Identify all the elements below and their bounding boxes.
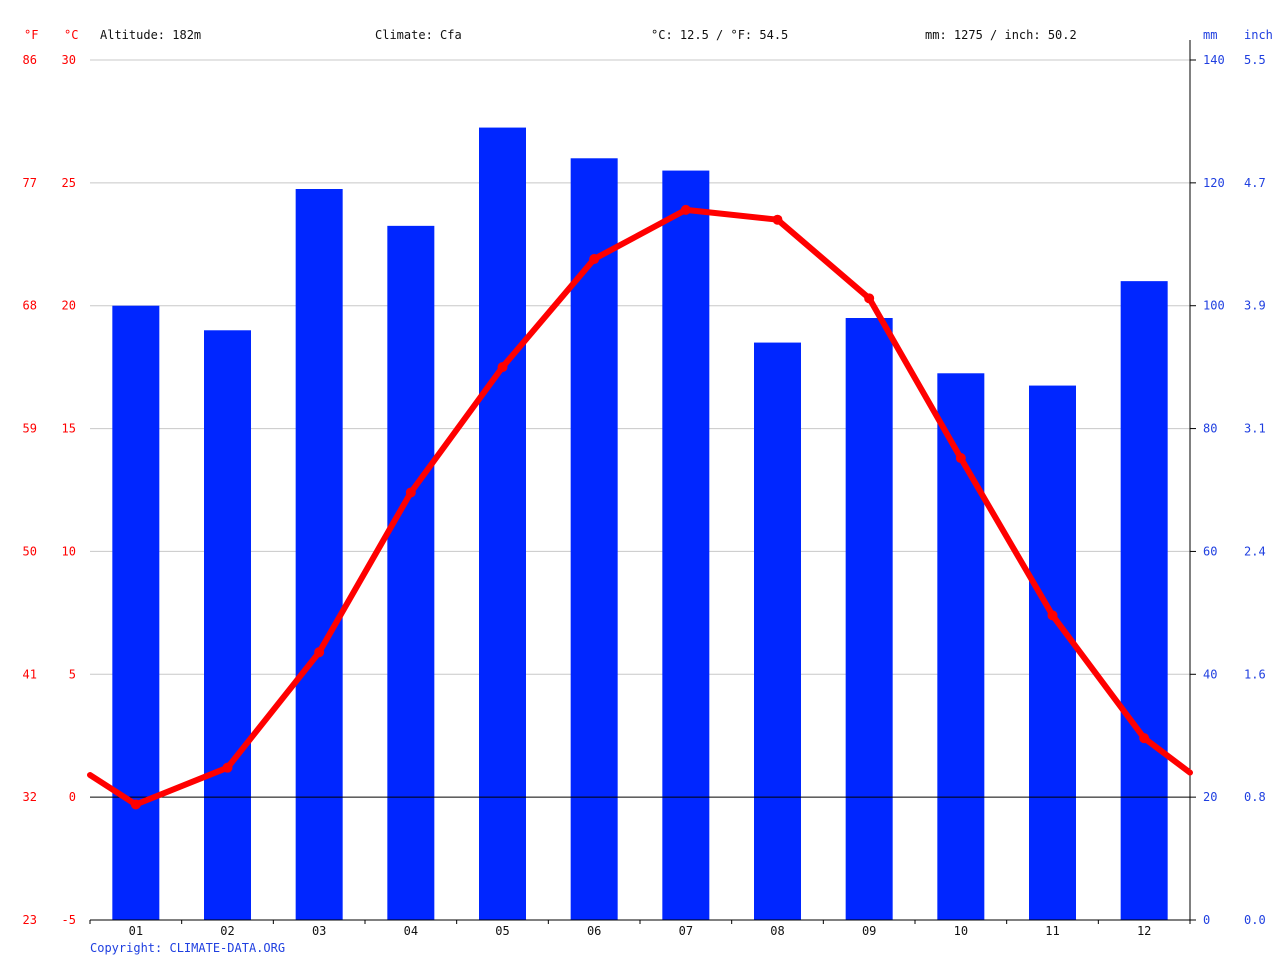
precipitation-bar — [754, 342, 801, 921]
inch-tick-label: 3.1 — [1244, 422, 1266, 436]
temperature-point — [589, 254, 600, 265]
month-label: 10 — [954, 924, 968, 938]
month-label: 06 — [587, 924, 601, 938]
mm-tick-label: 120 — [1203, 176, 1225, 190]
celsius-tick-label: 0 — [69, 790, 76, 804]
inch-tick-label: 0.8 — [1244, 790, 1266, 804]
fahrenheit-tick-label: 59 — [23, 422, 37, 436]
celsius-tick-label: 30 — [62, 53, 76, 67]
temperature-point — [1139, 733, 1150, 744]
celsius-tick-label: 5 — [69, 667, 76, 681]
fahrenheit-tick-label: 68 — [23, 299, 37, 313]
fahrenheit-unit-label: °F — [24, 28, 39, 42]
precipitation-bar — [570, 158, 618, 921]
mm-tick-label: 100 — [1203, 299, 1225, 313]
mm-tick-label: 60 — [1203, 544, 1217, 558]
fahrenheit-tick-label: 77 — [23, 176, 37, 190]
mm-tick-label: 140 — [1203, 53, 1225, 67]
month-label: 02 — [220, 924, 234, 938]
mm-tick-label: 40 — [1203, 667, 1217, 681]
month-label: 12 — [1137, 924, 1151, 938]
month-label: 09 — [862, 924, 876, 938]
inch-tick-label: 1.6 — [1244, 667, 1266, 681]
precipitation-bar — [479, 127, 526, 921]
temperature-point — [955, 453, 966, 464]
temperature-point — [314, 647, 325, 658]
month-label: 08 — [770, 924, 784, 938]
month-label: 05 — [495, 924, 509, 938]
inch-tick-label: 4.7 — [1244, 176, 1266, 190]
inch-tick-label: 0.0 — [1244, 913, 1266, 927]
precipitation-bar — [662, 170, 710, 921]
inch-tick-label: 2.4 — [1244, 544, 1266, 558]
month-label: 01 — [129, 924, 143, 938]
precipitation-bar — [204, 330, 251, 920]
altitude-label: Altitude: 182m — [100, 28, 202, 42]
celsius-tick-label: 10 — [62, 544, 76, 558]
precipitation-bar — [937, 373, 985, 920]
inch-tick-label: 3.9 — [1244, 299, 1266, 313]
celsius-tick-label: 15 — [62, 422, 76, 436]
temperature-point — [405, 487, 416, 498]
celsius-unit-label: °C — [64, 28, 79, 42]
celsius-tick-label: -5 — [62, 913, 76, 927]
precipitation-bar — [1120, 281, 1168, 921]
copyright-label: Copyright: CLIMATE-DATA.ORG — [90, 941, 286, 955]
fahrenheit-tick-label: 23 — [23, 913, 37, 927]
temperature-point — [130, 799, 141, 810]
celsius-tick-label: 25 — [62, 176, 76, 190]
mm-tick-label: 0 — [1203, 913, 1210, 927]
fahrenheit-tick-label: 86 — [23, 53, 37, 67]
month-label: 07 — [679, 924, 693, 938]
fahrenheit-tick-label: 41 — [23, 667, 37, 681]
mm-tick-label: 80 — [1203, 422, 1217, 436]
climate-label: Climate: Cfa — [375, 28, 462, 42]
inch-tick-label: 5.5 — [1244, 53, 1266, 67]
temperature-point — [772, 214, 783, 225]
fahrenheit-tick-label: 32 — [23, 790, 37, 804]
temperature-line — [87, 206, 1193, 808]
temperature-point — [680, 204, 691, 215]
month-label: 11 — [1045, 924, 1059, 938]
fahrenheit-tick-label: 50 — [23, 544, 37, 558]
precipitation-bar — [112, 305, 160, 920]
precip-total-label: mm: 1275 / inch: 50.2 — [925, 28, 1077, 42]
month-label: 03 — [312, 924, 326, 938]
temperature-point — [864, 293, 875, 304]
temperature-point — [1047, 610, 1058, 621]
precipitation-bar — [295, 189, 343, 920]
inch-unit-label: inch — [1244, 28, 1273, 42]
celsius-tick-label: 20 — [62, 299, 76, 313]
precipitation-bar — [387, 225, 435, 920]
temperature-point — [222, 762, 233, 773]
temperature-point — [497, 362, 508, 373]
precipitation-bar — [845, 318, 893, 920]
mm-unit-label: mm — [1203, 28, 1218, 42]
avg-temp-label: °C: 12.5 / °F: 54.5 — [651, 28, 789, 42]
precipitation-bar — [1029, 385, 1076, 921]
mm-tick-label: 20 — [1203, 790, 1217, 804]
month-label: 04 — [404, 924, 418, 938]
